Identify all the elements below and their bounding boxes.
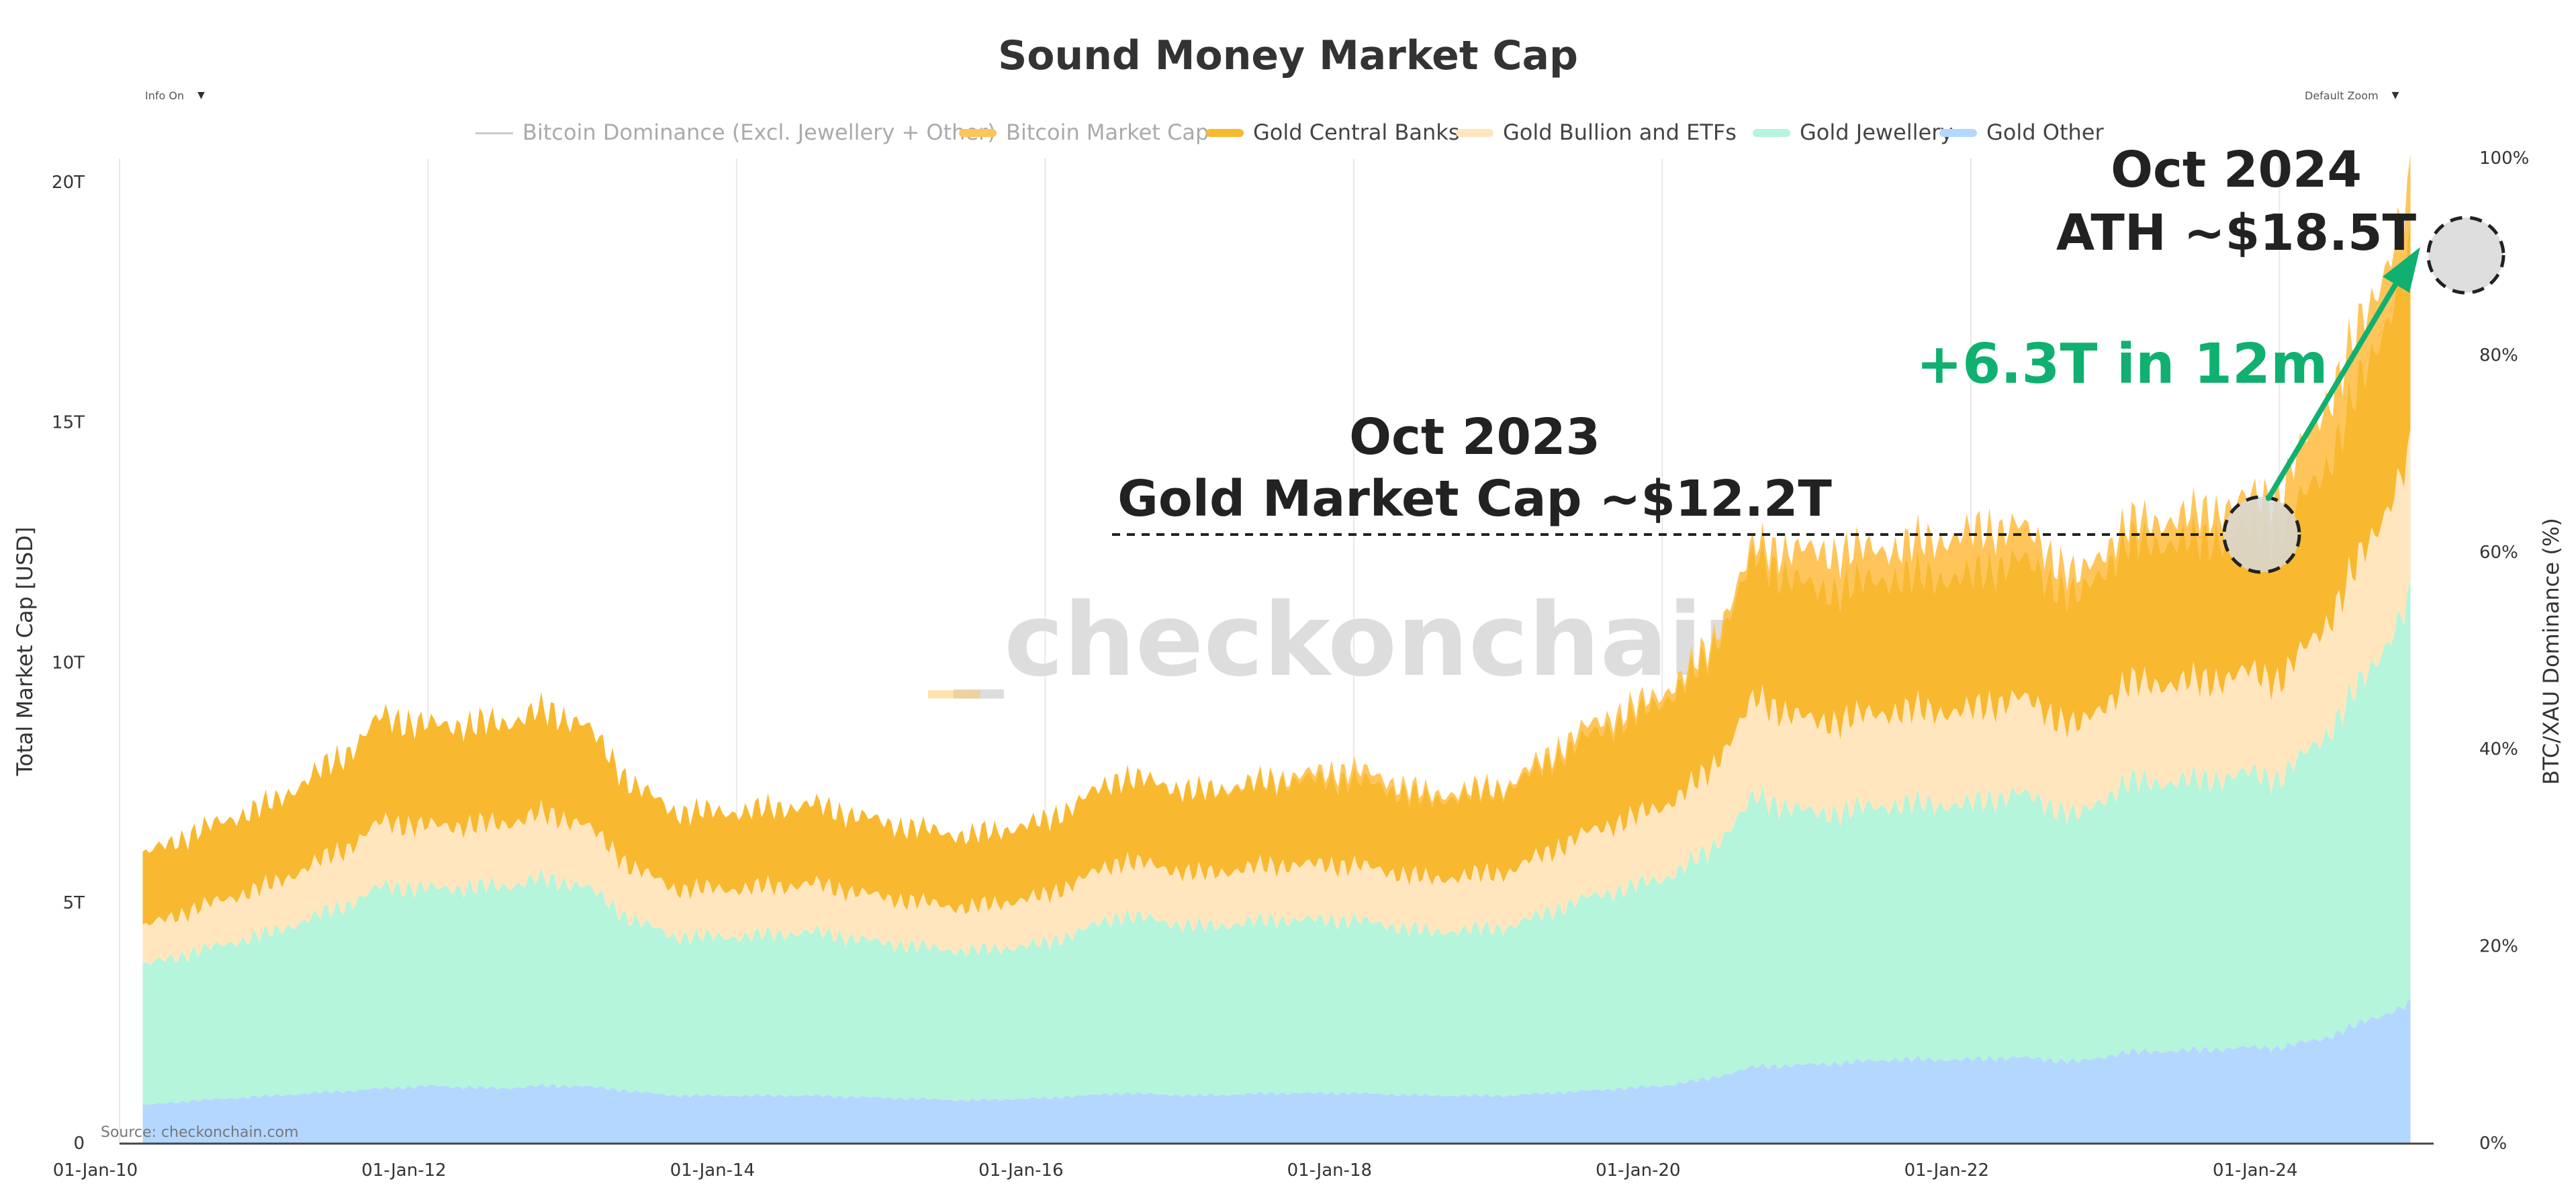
x-tick-label: 01-Jan-22 [1904, 1160, 1989, 1181]
oct2023-marker [2222, 495, 2301, 574]
oct2024-label-line1: Oct 2024 [2111, 141, 2362, 199]
watermark: _checkonchain [954, 582, 1774, 699]
legend-item-label[interactable]: Gold Other [1986, 120, 2104, 145]
chart-title: Sound Money Market Cap [998, 32, 1578, 79]
legend-swatch[interactable] [1456, 129, 1493, 137]
legend-swatch[interactable] [1939, 129, 1977, 137]
x-tick-label: 01-Jan-20 [1596, 1160, 1680, 1181]
y2-tick-label: 0% [2479, 1134, 2507, 1154]
legend-swatch[interactable] [1206, 129, 1244, 137]
growth-label: +6.3T in 12m [1916, 332, 2328, 396]
info-toggle-dropdown[interactable]: Info On ▼ [133, 79, 234, 111]
oct2023-label-line1: Oct 2023 [1349, 408, 1600, 466]
y-tick-label: 20T [52, 173, 85, 193]
area-gold-other [142, 999, 2411, 1144]
zoom-dropdown[interactable]: Default Zoom ▼ [2293, 79, 2434, 111]
area-gold-jewellery [142, 579, 2411, 1105]
x-tick-label: 01-Jan-12 [361, 1160, 446, 1181]
oct2024-label-line2: ATH ~$18.5T [2056, 204, 2417, 262]
watermark-accent [928, 690, 980, 698]
info-toggle-label: Info On [145, 89, 185, 102]
legend-item-label[interactable]: Bitcoin Market Cap [1006, 120, 1209, 145]
y-tick-label: 5T [63, 893, 85, 913]
x-tick-label: 01-Jan-16 [978, 1160, 1063, 1181]
legend-item-label[interactable]: Gold Jewellery [1800, 120, 1953, 145]
y-tick-label: 10T [52, 653, 85, 673]
growth-arrow-head [2383, 247, 2420, 293]
x-tick-label: 01-Jan-18 [1287, 1160, 1372, 1181]
oct2024-marker [2426, 216, 2505, 295]
y-tick-label: 0 [73, 1134, 85, 1154]
legend-swatch[interactable] [1753, 129, 1790, 137]
chevron-down-icon: ▼ [2391, 90, 2399, 101]
y2-tick-label: 100% [2479, 148, 2529, 169]
x-tick-label: 01-Jan-14 [670, 1160, 755, 1181]
y2-tick-label: 80% [2479, 345, 2518, 365]
legend-swatch[interactable] [959, 129, 997, 137]
x-tick-label: 01-Jan-10 [53, 1160, 138, 1181]
y2-tick-label: 20% [2479, 937, 2518, 957]
legend-swatch[interactable] [475, 132, 513, 134]
legend-item-label[interactable]: Gold Central Banks [1253, 120, 1459, 145]
chevron-down-icon: ▼ [197, 90, 205, 101]
legend-item-label[interactable]: Gold Bullion and ETFs [1503, 120, 1737, 145]
growth-arrow [2266, 274, 2403, 501]
y2-tick-label: 60% [2479, 543, 2518, 563]
zoom-label: Default Zoom [2305, 89, 2379, 102]
y-tick-label: 15T [52, 413, 85, 433]
y2-axis-title: BTC/XAU Dominance (%) [2538, 518, 2564, 784]
legend-item-label[interactable]: Bitcoin Dominance (Excl. Jewellery + Oth… [522, 120, 996, 145]
x-tick-label: 01-Jan-24 [2213, 1160, 2297, 1181]
oct2023-label-line2: Gold Market Cap ~$12.2T [1117, 470, 1832, 528]
y-axis-title: Total Market Cap [USD] [12, 527, 38, 777]
y2-tick-label: 40% [2479, 739, 2518, 759]
source-label: Source: checkonchain.com [101, 1124, 299, 1141]
